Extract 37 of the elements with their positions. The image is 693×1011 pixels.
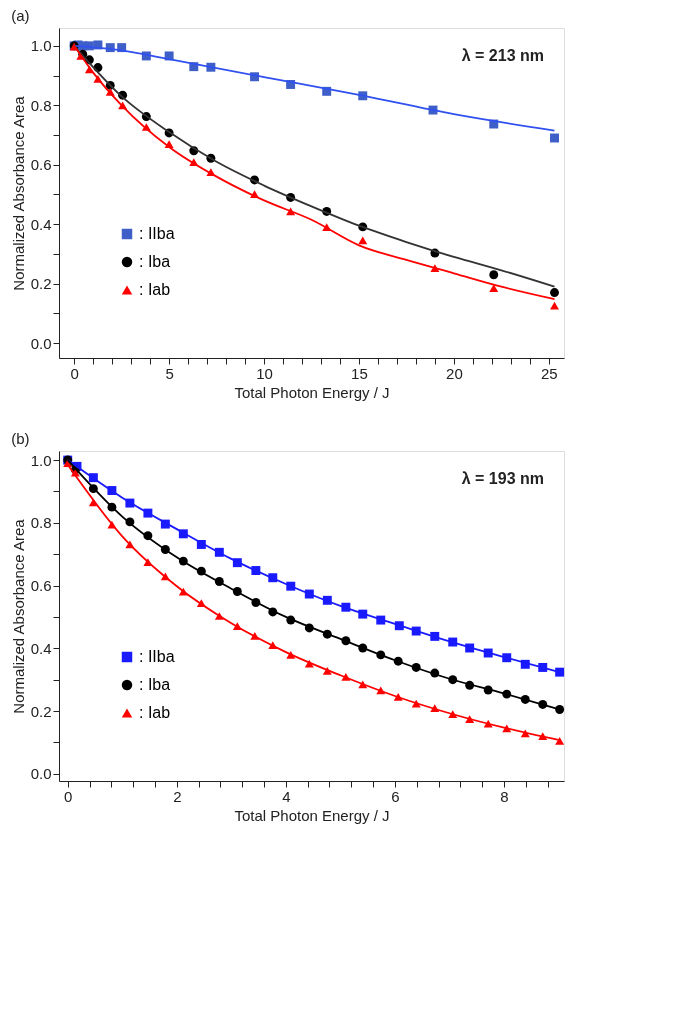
- x-axis-title: Total Photon Energy / J: [234, 806, 390, 824]
- chart-title: (a): [11, 7, 30, 24]
- y-tick-label: 0.4: [30, 215, 52, 233]
- y-tick-label: 0.6: [30, 577, 52, 595]
- x-tick-label: 25: [540, 364, 558, 382]
- y-tick-label: 0.0: [30, 765, 52, 783]
- x-tick-label: 6: [391, 787, 400, 805]
- x-tick-label: 10: [256, 364, 273, 382]
- legend-label: : Iba: [139, 253, 171, 270]
- annotation: λ = 193 nm: [461, 470, 544, 487]
- x-tick-label: 8: [500, 787, 509, 805]
- legend-label: : Iab: [139, 281, 171, 298]
- x-tick-label: 5: [165, 364, 174, 382]
- y-tick-label: 0.8: [30, 96, 52, 114]
- y-tick-label: 0.2: [30, 275, 52, 293]
- y-tick-label: 0.4: [30, 639, 52, 657]
- y-tick-label: 0.2: [30, 702, 52, 720]
- annotation: λ = 213 nm: [461, 47, 544, 64]
- x-tick-label: 0: [64, 787, 73, 805]
- x-tick-label: 20: [446, 364, 463, 382]
- y-axis-title: Normalized Absorbance Area: [9, 95, 27, 291]
- x-tick-label: 4: [282, 787, 291, 805]
- y-tick-label: 1.0: [30, 451, 52, 469]
- y-tick-label: 1.0: [30, 37, 52, 55]
- legend-label: : IIba: [139, 225, 175, 242]
- legend-label: : Iab: [139, 704, 171, 721]
- x-tick-label: 2: [173, 787, 182, 805]
- x-tick-label: 15: [351, 364, 368, 382]
- y-tick-label: 0.6: [30, 156, 52, 174]
- legend-label: : IIba: [139, 648, 175, 665]
- y-tick-label: 0.0: [30, 334, 52, 352]
- x-tick-label: 0: [70, 364, 79, 382]
- chart-title: (b): [11, 430, 30, 447]
- y-tick-label: 0.8: [30, 514, 52, 532]
- y-axis-title: Normalized Absorbance Area: [9, 518, 27, 714]
- x-axis-title: Total Photon Energy / J: [234, 383, 390, 401]
- legend-label: : Iba: [139, 676, 171, 693]
